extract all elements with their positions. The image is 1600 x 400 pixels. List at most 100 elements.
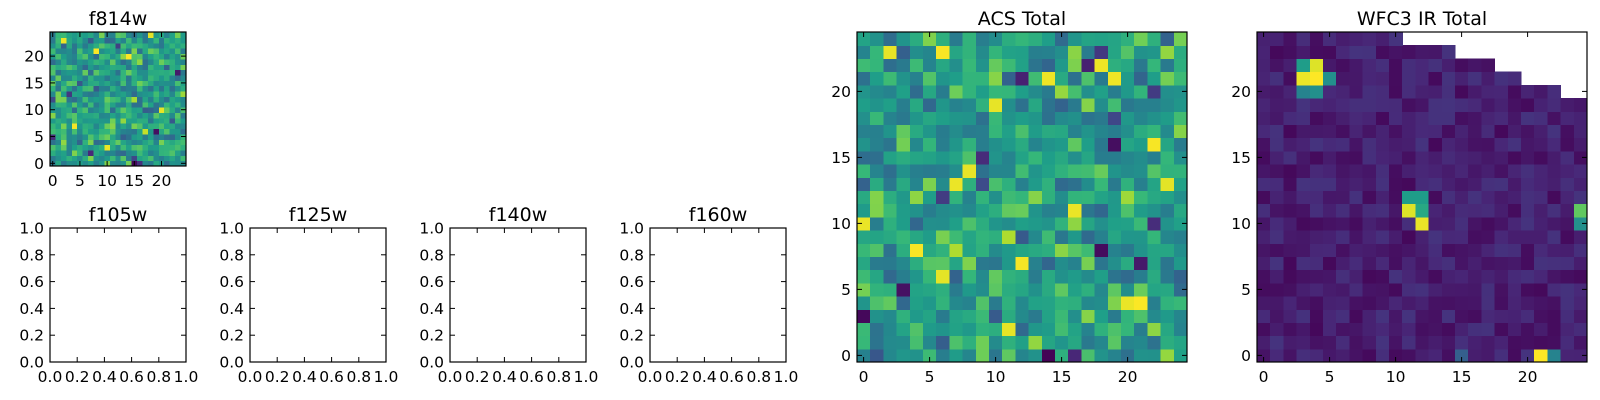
f814w-cell	[126, 48, 133, 55]
wfc3-ir-total-cell	[1402, 335, 1416, 350]
wfc3-ir-total-cell	[1389, 243, 1403, 257]
wfc3-ir-total-cell	[1309, 71, 1324, 86]
wfc3-ir-total-cell	[1270, 296, 1284, 310]
acs-total-cell	[1068, 348, 1082, 363]
acs-total-cell	[949, 98, 964, 112]
acs-total-cell	[1160, 256, 1175, 271]
f814w-cell	[93, 149, 100, 156]
f814w-cell	[137, 123, 144, 130]
wfc3-ir-total-cell	[1402, 111, 1416, 125]
acs-total-cell	[1041, 150, 1056, 165]
wfc3-ir-total-cell	[1441, 58, 1456, 73]
acs-total-cell	[923, 230, 937, 244]
f814w-cell	[137, 42, 144, 49]
acs-total-cell	[1041, 45, 1056, 59]
wfc3-ir-total-cell	[1389, 203, 1403, 218]
wfc3-ir-total-cell	[1507, 84, 1522, 99]
acs-total-cell	[975, 124, 990, 139]
wfc3-ir-total-cell	[1362, 216, 1377, 231]
acs-total-cell	[923, 190, 937, 205]
wfc3-ir-total-cell	[1428, 150, 1443, 165]
acs-total-cell	[1107, 32, 1122, 46]
wfc3-ir-total-cell	[1375, 203, 1390, 218]
wfc3-ir-total-cell	[1349, 45, 1364, 59]
wfc3-ir-total-cell	[1415, 137, 1430, 152]
acs-total-cell	[949, 190, 964, 205]
f814w-cell	[169, 144, 176, 151]
acs-total-cell	[989, 348, 1003, 363]
f814w-cell	[137, 160, 144, 167]
acs-total-cell	[883, 296, 898, 310]
wfc3-ir-total-cell	[1309, 348, 1324, 363]
f814w-cell	[142, 90, 149, 97]
f814w-cell	[50, 42, 57, 49]
acs-total-cell	[962, 322, 977, 337]
acs-total-cell	[1028, 137, 1043, 152]
acs-total-cell	[857, 322, 871, 337]
wfc3-ir-total-cell	[1428, 177, 1443, 191]
wfc3-ir-total-cell	[1441, 177, 1456, 191]
acs-total-cell	[1068, 203, 1082, 218]
f814w-cell	[164, 64, 171, 71]
wfc3-ir-total-cell	[1336, 150, 1350, 165]
wfc3-ir-total-cell	[1521, 98, 1535, 112]
wfc3-ir-total-cell	[1296, 45, 1311, 59]
wfc3-ir-total-cell	[1309, 296, 1324, 310]
wfc3-ir-total-cell	[1428, 98, 1443, 112]
acs-total-cell	[1121, 348, 1135, 363]
f814w-cell	[88, 112, 95, 119]
f814w-cell	[131, 64, 138, 71]
acs-total-cell	[1173, 32, 1188, 46]
acs-total-cell	[1055, 45, 1069, 59]
acs-total-cell	[1002, 269, 1016, 284]
wfc3-ir-total-cell	[1560, 203, 1575, 218]
wfc3-ir-total-cell	[1375, 111, 1390, 125]
f814w-cell	[55, 90, 62, 97]
f814w-cell	[66, 123, 73, 130]
f814w-cell	[66, 64, 73, 71]
wfc3-ir-total-cell	[1560, 322, 1575, 337]
wfc3-ir-total-cell	[1309, 243, 1324, 257]
f814w-cell	[126, 85, 133, 92]
f814w-cell	[82, 144, 89, 151]
acs-total-cell	[923, 203, 937, 218]
acs-total-cell	[1015, 282, 1030, 297]
wfc3-ir-total-cell	[1534, 111, 1548, 125]
acs-total-cell	[896, 111, 911, 125]
f814w-cell	[142, 107, 149, 113]
wfc3-ir-total-cell	[1534, 177, 1548, 191]
wfc3-ir-total-cell	[1283, 84, 1298, 99]
f140w-xtick-label: 0.0	[438, 368, 463, 386]
acs-total-cell	[1002, 177, 1016, 191]
f814w-cell	[164, 107, 171, 113]
acs-total-cell	[1160, 216, 1175, 231]
wfc3-ir-total-cell	[1481, 190, 1496, 205]
acs-total-cell	[1055, 111, 1069, 125]
f105w-ytick-label: 0.2	[19, 327, 44, 345]
acs-total-cell	[936, 124, 950, 139]
wfc3-ir-total-cell	[1296, 230, 1311, 244]
f814w-cell	[71, 32, 78, 38]
f814w-cell	[120, 74, 127, 81]
acs-total-cell	[1147, 84, 1162, 99]
acs-total-cell	[870, 45, 884, 59]
wfc3-ir-total-cell	[1428, 111, 1443, 125]
acs-total-cell	[962, 98, 977, 112]
wfc3-ir-total-cell	[1455, 216, 1469, 231]
acs-total-cell	[989, 150, 1003, 165]
f125w-panel: 0.0 0.2 0.4 0.6 0.8 1.00.00.20.40.60.81.0f125…	[219, 204, 398, 386]
acs-total-cell	[1068, 150, 1082, 165]
f814w-cell	[98, 74, 105, 81]
wfc3-ir-total-cell	[1560, 282, 1575, 297]
acs-total-cell	[1002, 348, 1016, 363]
f814w-cell	[109, 42, 116, 49]
wfc3-ir-total-cell	[1573, 256, 1588, 271]
f125w-ytick-label: 1.0	[219, 220, 244, 238]
acs-total-cell	[1160, 190, 1175, 205]
wfc3-ir-total-cell	[1389, 282, 1403, 297]
wfc3-ir-total-cell	[1257, 348, 1271, 363]
f814w-cell	[147, 144, 154, 151]
acs-total-cell	[936, 190, 950, 205]
f814w-cell	[66, 42, 73, 49]
wfc3-ir-total-cell	[1441, 322, 1456, 337]
